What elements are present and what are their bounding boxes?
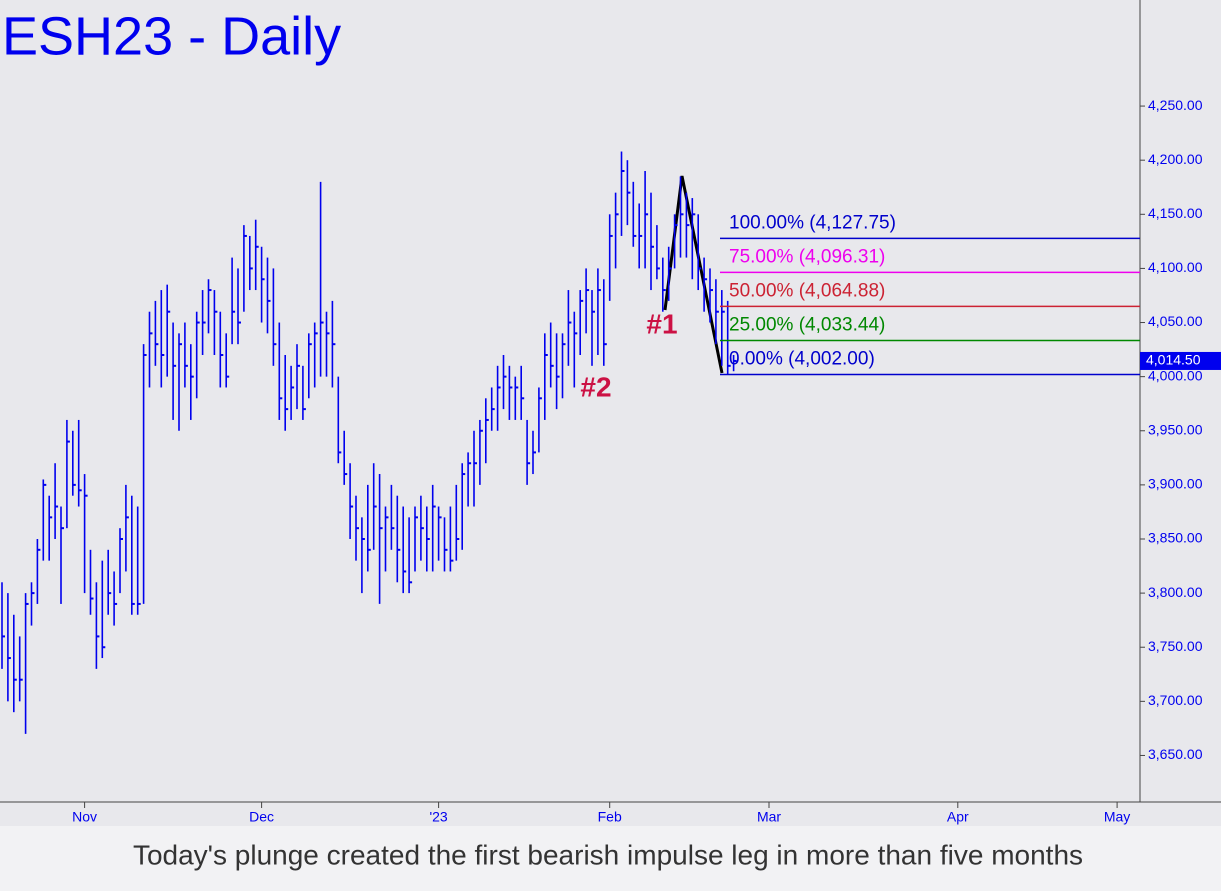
fib-label: 0.00% (4,002.00) [729,348,875,369]
fib-label: 100.00% (4,127.75) [729,212,896,233]
impulse-line [663,175,724,374]
x-tick-label: Mar [757,809,781,825]
annotation: #2 [580,371,611,402]
x-tick-label: May [1104,809,1130,825]
last-price-box [1140,351,1221,370]
y-tick-label: 4,000.00 [1148,367,1203,383]
fib-label: 75.00% (4,096.31) [729,246,885,267]
y-tick-label: 4,200.00 [1148,151,1203,167]
y-tick-label: 4,050.00 [1148,313,1203,329]
x-tick-label: '23 [429,809,447,825]
caption: Today's plunge created the first bearish… [133,839,1083,870]
fib-label: 25.00% (4,033.44) [729,314,885,335]
y-tick-label: 3,650.00 [1148,746,1203,762]
y-tick-label: 4,100.00 [1148,259,1203,275]
y-tick-label: 3,950.00 [1148,421,1203,437]
annotation: #1 [646,308,677,339]
last-price-label: 4,014.50 [1146,352,1201,368]
y-tick-label: 4,250.00 [1148,97,1203,113]
x-tick-label: Dec [249,809,274,825]
x-tick-label: Feb [598,809,622,825]
chart-title: ESH23 - Daily [2,6,341,66]
y-tick-label: 3,800.00 [1148,584,1203,600]
x-tick-label: Nov [72,809,97,825]
y-tick-label: 4,150.00 [1148,205,1203,221]
x-tick-label: Apr [947,809,969,825]
y-tick-label: 3,900.00 [1148,476,1203,492]
y-tick-label: 3,750.00 [1148,638,1203,654]
caption-band [0,826,1221,891]
fib-label: 50.00% (4,064.88) [729,280,885,301]
y-tick-label: 3,700.00 [1148,692,1203,708]
y-tick-label: 3,850.00 [1148,530,1203,546]
